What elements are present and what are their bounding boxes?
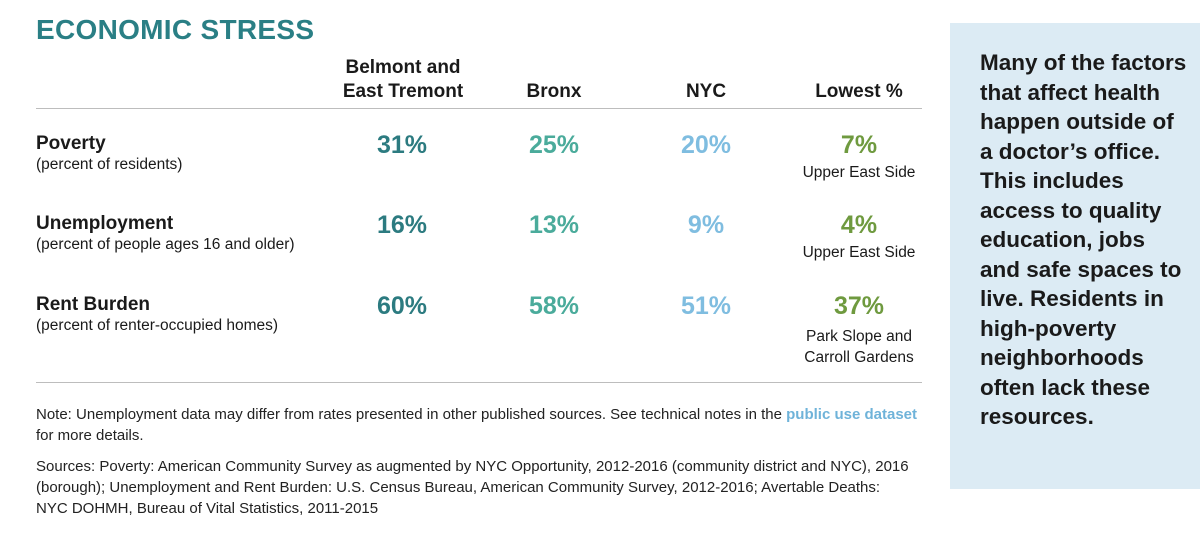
- value-nyc-rent-burden: 51%: [680, 292, 732, 320]
- value-lowest-unemployment: 4%: [840, 211, 878, 239]
- row-subtitle: (percent of people ages 16 and older): [36, 236, 295, 253]
- column-header-lowest: Lowest %: [815, 81, 903, 102]
- note-text: Note: Unemployment data may differ from …: [36, 404, 926, 446]
- value-nyc-unemployment: 9%: [687, 211, 725, 239]
- value-belmont-unemployment: 16%: [376, 211, 428, 239]
- row-label-rent-burden: Rent Burden (percent of renter-occupied …: [36, 294, 278, 336]
- value-belmont-poverty: 31%: [376, 131, 428, 159]
- row-title: Poverty: [36, 133, 106, 154]
- lowest-area-line: Upper East Side: [802, 244, 916, 261]
- sources-line: NYC DOHMH, Bureau of Vital Statistics, 2…: [36, 500, 379, 517]
- callout-box: [950, 23, 1200, 489]
- value-nyc-poverty: 20%: [680, 131, 732, 159]
- sources-line: (borough); Unemployment and Rent Burden:…: [36, 479, 881, 496]
- note-prefix: Note: Unemployment data may differ from …: [36, 406, 787, 423]
- value-bronx-poverty: 25%: [528, 131, 580, 159]
- callout-text: Many of the factors that affect health h…: [980, 50, 1187, 429]
- row-title: Rent Burden: [36, 294, 150, 315]
- row-label-unemployment: Unemployment (percent of people ages 16 …: [36, 213, 295, 255]
- lowest-area-line: Carroll Gardens: [804, 349, 914, 366]
- value-lowest-rent-burden: 37%: [833, 292, 885, 320]
- lowest-area-rent-burden: Park Slope and Carroll Gardens: [779, 326, 939, 368]
- row-label-poverty: Poverty (percent of residents): [36, 133, 182, 175]
- sources-line: Sources: Poverty: American Community Sur…: [36, 458, 909, 475]
- lowest-area-line: Upper East Side: [802, 164, 916, 181]
- value-lowest-poverty: 7%: [840, 131, 878, 159]
- note-suffix: for more details.: [36, 427, 144, 444]
- column-header-nyc: NYC: [685, 81, 727, 102]
- row-subtitle: (percent of renter-occupied homes): [36, 317, 279, 334]
- value-bronx-unemployment: 13%: [528, 211, 580, 239]
- public-use-dataset-link[interactable]: public use dataset: [786, 406, 918, 423]
- header-divider: [36, 108, 922, 109]
- lowest-area-unemployment: Upper East Side: [779, 242, 939, 263]
- column-header-bronx: Bronx: [526, 81, 582, 102]
- section-title: ECONOMIC STRESS: [36, 14, 315, 45]
- value-bronx-rent-burden: 58%: [528, 292, 580, 320]
- column-header-belmont-line1: Belmont and: [345, 57, 461, 78]
- sources-text: Sources: Poverty: American Community Sur…: [36, 456, 926, 519]
- row-subtitle: (percent of residents): [36, 156, 183, 173]
- footer-divider: [36, 382, 922, 383]
- column-header-belmont-line2: East Tremont: [342, 81, 464, 102]
- value-belmont-rent-burden: 60%: [376, 292, 428, 320]
- lowest-area-line: Park Slope and: [806, 328, 912, 345]
- lowest-area-poverty: Upper East Side: [779, 162, 939, 183]
- column-header-belmont: Belmont and East Tremont: [328, 56, 478, 104]
- row-title: Unemployment: [36, 213, 174, 234]
